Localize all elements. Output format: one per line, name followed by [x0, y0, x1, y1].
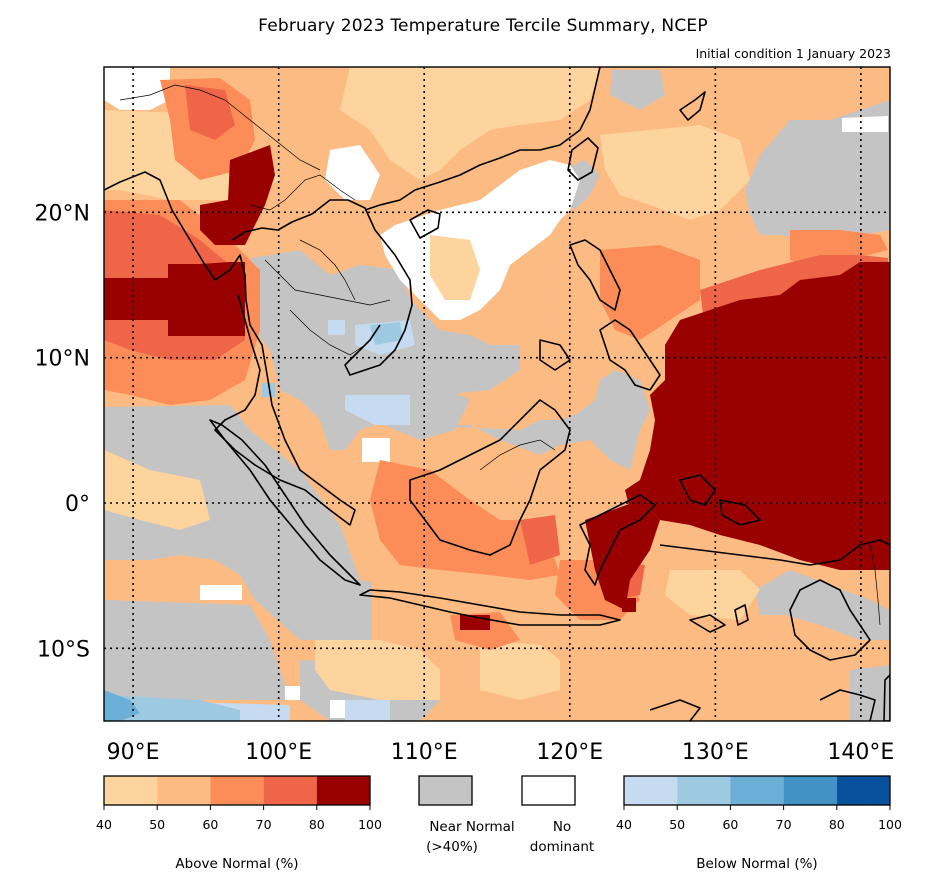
coastlines: [104, 67, 890, 721]
above-normal-colorbar: [103, 775, 371, 806]
temperature-tercile-field: [104, 67, 890, 721]
below_normal-color-3: [783, 776, 837, 805]
below_normal-tick-label: 70: [776, 817, 792, 832]
above_normal-tick-label: 60: [202, 817, 218, 832]
below_normal-color-0: [624, 776, 678, 805]
below_normal-color-1: [677, 776, 731, 805]
near-normal-label-line1: Near Normal: [429, 819, 514, 835]
above-normal-colorbar-ticks: 40 50 60 70 80 100: [96, 805, 382, 832]
below_normal-tick-label: 50: [669, 817, 685, 832]
no-dominant-label-line1: No: [553, 819, 571, 835]
above_normal-tick-label: 40: [96, 817, 112, 832]
longitude-tick-labels: 90°E 100°E 110°E 120°E 130°E 140°E: [107, 740, 895, 765]
above_normal-tick-label: 100: [358, 817, 382, 832]
above_normal-tick-label: 80: [309, 817, 325, 832]
below-normal-colorbar: [623, 775, 891, 806]
lat-tick-label: 10°S: [37, 637, 90, 662]
above_normal-colorbar-frame: [103, 775, 371, 806]
above_normal-tick-label: 70: [256, 817, 272, 832]
above_normal-color-4: [316, 776, 370, 805]
lon-tick-label: 130°E: [682, 740, 749, 765]
no-dominant-swatch: [521, 775, 576, 806]
above_normal-tick-label: 50: [149, 817, 165, 832]
country-borders: [119, 84, 881, 626]
below_normal-color-4: [836, 776, 890, 805]
below_normal-colorbar-frame: [623, 775, 891, 806]
lon-tick-label: 120°E: [536, 740, 603, 765]
lat-tick-label: 0°: [65, 492, 90, 517]
lon-tick-label: 90°E: [107, 740, 160, 765]
map-subtitle: Initial condition 1 January 2023: [695, 46, 891, 61]
above_normal-color-1: [157, 776, 211, 805]
below_normal-tick-label: 40: [616, 817, 632, 832]
above_normal-color-3: [263, 776, 317, 805]
above-normal-label: Above Normal (%): [175, 856, 298, 872]
near-normal-label-line2: (>40%): [426, 839, 478, 855]
below-normal-label: Below Normal (%): [696, 856, 817, 872]
near-normal-regions: [104, 70, 890, 721]
above-normal-80-100-regions: [104, 145, 890, 630]
no-dominant-label-line2: dominant: [530, 839, 594, 855]
latitude-tick-labels: 20°N 10°N 0° 10°S: [35, 201, 90, 662]
gridlines: [104, 67, 890, 721]
above-normal-40-50-regions: [104, 67, 760, 700]
below_normal-tick-label: 80: [829, 817, 845, 832]
map-frame: [103, 66, 891, 722]
below_normal-tick-label: 100: [878, 817, 902, 832]
no-dominant-regions: [104, 67, 888, 718]
lat-tick-label: 10°N: [35, 347, 90, 372]
below_normal-tick-label: 60: [722, 817, 738, 832]
lon-tick-label: 110°E: [391, 740, 458, 765]
lon-tick-label: 100°E: [245, 740, 312, 765]
near-normal-swatch: [418, 775, 473, 806]
below-normal-colorbar-ticks: 40 50 60 70 80 100: [616, 805, 902, 832]
lat-tick-label: 20°N: [35, 201, 90, 226]
lon-tick-label: 140°E: [827, 740, 894, 765]
above_normal-color-0: [104, 776, 158, 805]
below_normal-color-2: [730, 776, 784, 805]
map-title: February 2023 Temperature Tercile Summar…: [258, 16, 708, 36]
above_normal-color-2: [210, 776, 264, 805]
below-normal-60-70-regions: [104, 690, 140, 721]
